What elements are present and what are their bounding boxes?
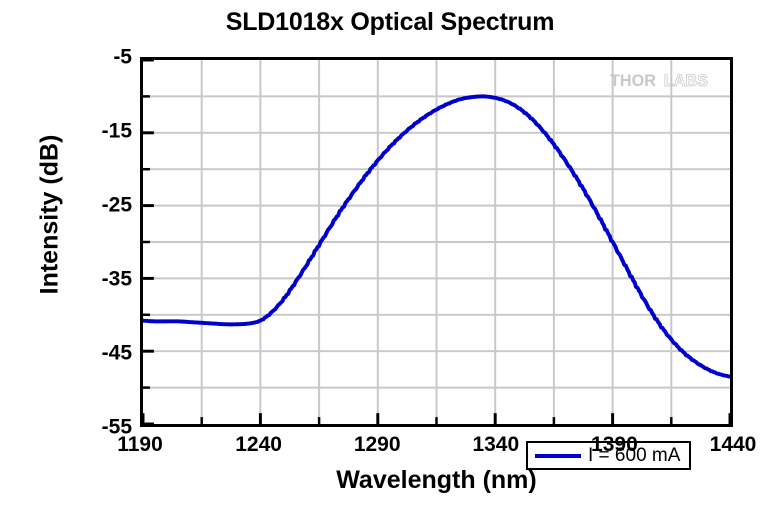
legend-line-swatch	[535, 453, 581, 458]
y-axis-tick-label: -15	[101, 119, 132, 143]
x-axis-tick-label: 1190	[117, 433, 163, 456]
y-axis-tick-label: -25	[101, 193, 132, 217]
y-axis-tick-label: -45	[101, 341, 132, 365]
y-axis-title: Intensity (dB)	[35, 134, 64, 295]
x-axis-tick-label: 1340	[472, 433, 520, 456]
spectrum-curve	[143, 94, 730, 379]
x-axis-tick-label: 1440	[709, 433, 757, 456]
y-axis-tick-labels: -5 -15 -25 -35 -45 -55	[60, 47, 132, 438]
x-axis-tick-label: 1390	[591, 433, 638, 456]
x-axis-title: Wavelength (nm)	[336, 466, 537, 494]
y-axis-tick-label: -35	[101, 267, 132, 291]
plot-area: THOR LABS I = 600 mA	[140, 57, 733, 470]
chart-legend: I = 600 mA	[526, 441, 692, 470]
x-axis-tick-label: 1240	[235, 433, 282, 456]
axis-tick-marks	[143, 60, 730, 424]
y-axis-tick-label: -55	[101, 415, 132, 439]
x-axis-tick-label: 1290	[353, 433, 401, 456]
y-axis-tick-label: -5	[113, 45, 132, 69]
page-title: SLD1018x Optical Spectrum	[225, 8, 555, 36]
x-axis-tick-labels: 1190 1240 1290 1340 1390 1440	[117, 433, 756, 462]
legend-item-label: I = 600 mA	[588, 445, 681, 466]
